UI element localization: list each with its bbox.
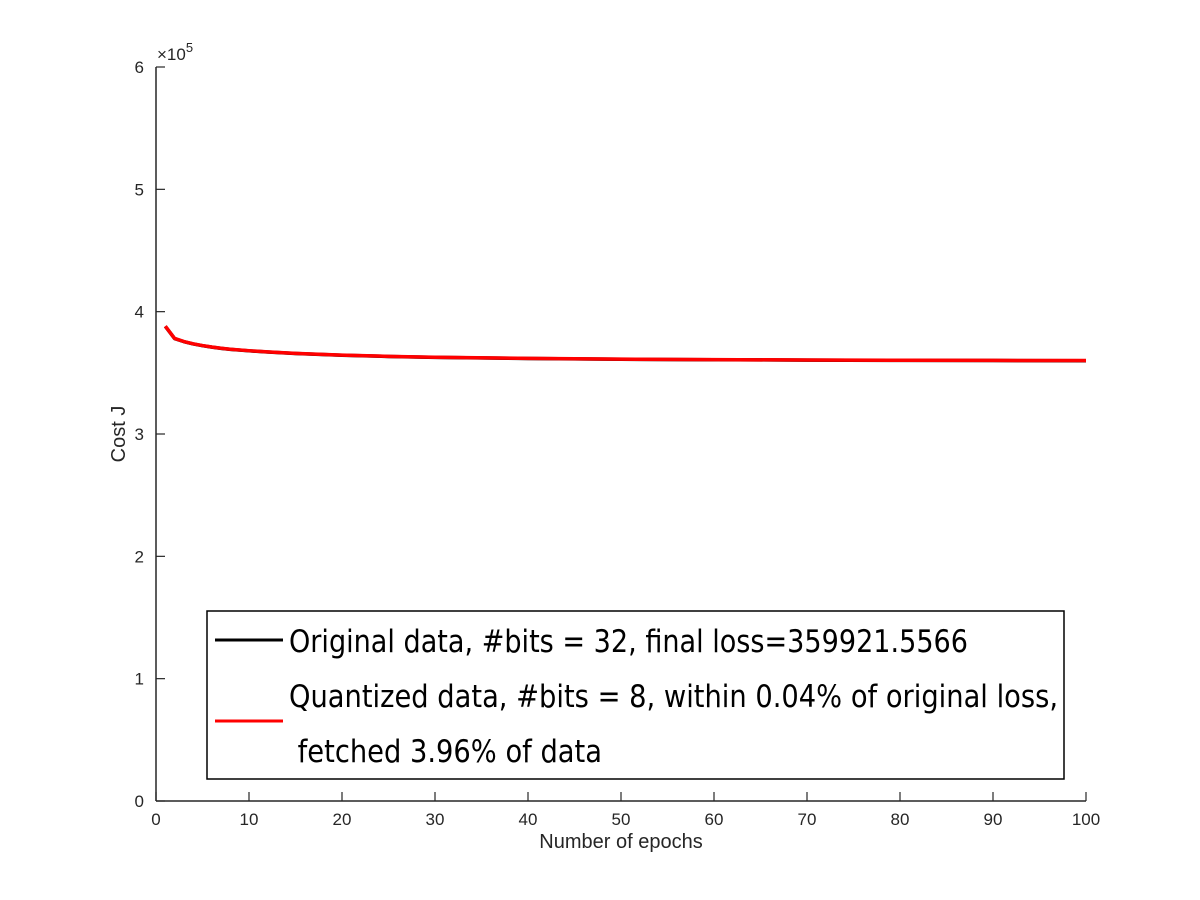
- legend-box: [206, 610, 1065, 780]
- x-tick-label-80: 80: [891, 810, 910, 829]
- x-tick-label-70: 70: [798, 810, 817, 829]
- y-exponent-power: 5: [186, 40, 193, 55]
- y-tick-label-3: 3: [135, 425, 144, 444]
- ticks-layer: 0 10 20 30 40 50 60 70 80 90 100 0 1 2 3 4 5 6: [135, 58, 1101, 829]
- x-tick-label-0: 0: [151, 810, 160, 829]
- y-exponent-base: ×10: [157, 45, 186, 64]
- legend-text-quantized-line1: Quantized data, #bits = 8, within 0.04% …: [289, 679, 1058, 715]
- x-tick-label-60: 60: [705, 810, 724, 829]
- legend-text-original: Original data, #bits = 32, final loss=35…: [289, 624, 968, 660]
- y-tick-label-4: 4: [135, 303, 144, 322]
- x-tick-label-50: 50: [612, 810, 631, 829]
- y-tick-label-1: 1: [135, 670, 144, 689]
- x-tick-label-30: 30: [426, 810, 445, 829]
- x-tick-label-40: 40: [519, 810, 538, 829]
- legend-text-quantized-line2: fetched 3.96% of data: [289, 734, 602, 770]
- x-tick-label-100: 100: [1072, 810, 1100, 829]
- series-layer: [163, 325, 1087, 363]
- x-tick-label-10: 10: [240, 810, 259, 829]
- x-tick-label-90: 90: [984, 810, 1003, 829]
- y-tick-label-2: 2: [135, 547, 144, 566]
- y-exponent-label: ×105: [157, 40, 193, 64]
- x-axis-label: Number of epochs: [539, 831, 702, 853]
- x-tick-label-20: 20: [333, 810, 352, 829]
- y-tick-label-5: 5: [135, 180, 144, 199]
- y-tick-label-6: 6: [135, 58, 144, 77]
- svg-text:×105: ×105: [157, 40, 193, 64]
- legend: Original data, #bits = 32, final loss=35…: [206, 610, 1065, 780]
- y-tick-label-0: 0: [135, 792, 144, 811]
- series-line-quantized: [163, 325, 1087, 363]
- y-axis-label: Cost J: [108, 406, 130, 463]
